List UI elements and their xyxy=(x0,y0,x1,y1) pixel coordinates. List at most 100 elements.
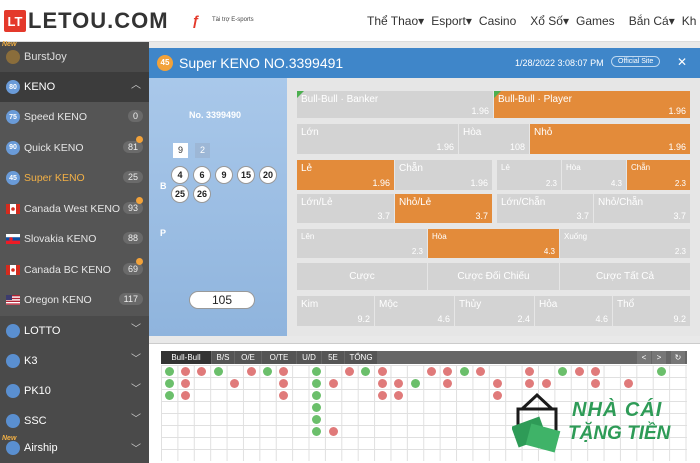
tab-total[interactable]: TỔNG xyxy=(345,351,377,364)
sidebar-section-ssc[interactable]: SSC ﹀ xyxy=(0,405,149,436)
sidebar-item-label: BurstJoy xyxy=(24,51,67,63)
tab-odd-even[interactable]: O/E xyxy=(235,351,261,364)
road-dot xyxy=(279,366,289,376)
bet-le-small[interactable]: Lẻ 2.3 xyxy=(497,160,561,190)
count-badge: 0 xyxy=(127,110,143,122)
official-site-button[interactable]: Official Site xyxy=(611,56,661,67)
close-icon[interactable]: ✕ xyxy=(677,55,688,69)
sidebar-item-label: Slovakia KENO xyxy=(24,233,97,246)
bet-tho[interactable]: Thổ 9.2 xyxy=(613,296,690,326)
sidebar-item-burstjoy[interactable]: New BurstJoy xyxy=(0,41,149,72)
sidebar-section-k3[interactable]: K3 ﹀ xyxy=(0,345,149,376)
nav-xo-so[interactable]: Xổ Số xyxy=(530,14,563,28)
bet-lon-le[interactable]: Lớn/Lẻ 3.7 xyxy=(297,194,394,223)
road-grid xyxy=(161,365,687,461)
flag-icon xyxy=(297,91,304,98)
bet-bull-banker[interactable]: Bull-Bull · Banker 1.96 xyxy=(297,91,493,118)
sidebar-item-label: Airship xyxy=(24,442,58,454)
bet-nho-chan[interactable]: Nhỏ/Chẵn 3.7 xyxy=(594,194,690,223)
nav-esport[interactable]: Esport xyxy=(431,14,466,28)
tab-up-down[interactable]: U/D xyxy=(297,351,321,364)
bet-odds: 1.96 xyxy=(372,178,390,188)
bet-kim[interactable]: Kim 9.2 xyxy=(297,296,374,326)
tab-bull-bull[interactable]: Bull-Bull xyxy=(161,351,211,364)
prev-arrow-icon[interactable]: < xyxy=(637,351,651,364)
nav-more[interactable]: Kh xyxy=(681,14,697,28)
bet-hoa-small[interactable]: Hòa 4.3 xyxy=(562,160,626,190)
road-dot xyxy=(213,366,223,376)
road-dot xyxy=(180,378,190,388)
bet-chan-small[interactable]: Chẵn 2.3 xyxy=(627,160,690,190)
airship-icon xyxy=(6,441,20,455)
sidebar-section-lotto[interactable]: LOTTO ﹀ xyxy=(0,315,149,346)
sidebar-item-label: LOTTO xyxy=(24,324,61,337)
bet-label: Hỏa xyxy=(539,299,558,310)
sidebar-item-canada-bc-keno[interactable]: Canada BC KENO 69 xyxy=(0,254,149,285)
tab-big-small[interactable]: B/S xyxy=(212,351,234,364)
sponsor-logo: ƒ Tài trợ E-sports xyxy=(192,11,254,29)
nav-games[interactable]: Games xyxy=(576,14,615,28)
bet-le[interactable]: Lẻ 1.96 xyxy=(297,160,394,190)
bet-nho-le[interactable]: Nhỏ/Lẻ 3.7 xyxy=(395,194,492,223)
bet-odds: 2.3 xyxy=(545,179,557,188)
sidebar-item-super-keno[interactable]: 45 Super KENO 25 xyxy=(0,163,149,194)
draw-result-panel: No. 3399490 9 2 B 4 6 9 15 20 25 26 P 10… xyxy=(149,78,287,336)
road-dot xyxy=(394,390,404,400)
bet-bull-player[interactable]: Bull-Bull · Player 1.96 xyxy=(494,91,690,118)
sidebar-item-speed-keno[interactable]: 75 Speed KENO 0 xyxy=(0,102,149,133)
bet-label: Mộc xyxy=(379,299,398,310)
road-dot xyxy=(279,390,289,400)
bet-hoa-element[interactable]: Hỏa 4.6 xyxy=(535,296,612,326)
nav-ban-ca[interactable]: Bắn Cá xyxy=(628,14,669,28)
bet-thuy[interactable]: Thủy 2.4 xyxy=(455,296,534,326)
bet-nho[interactable]: Nhỏ 1.96 xyxy=(530,124,690,154)
nav-casino[interactable]: Casino xyxy=(478,14,517,28)
nav-the-thao[interactable]: Thể Thao xyxy=(367,14,419,28)
bet-odds: 3.7 xyxy=(377,211,390,221)
bet-label: Lớn xyxy=(301,127,319,138)
bet-odds: 4.6 xyxy=(437,314,450,324)
bet-xuong[interactable]: Xuống 2.3 xyxy=(560,229,690,258)
road-dot xyxy=(312,390,322,400)
burstjoy-icon xyxy=(6,50,20,64)
sidebar-section-airship[interactable]: New Airship ﹀ xyxy=(0,435,149,461)
bet-lon[interactable]: Lớn 1.96 xyxy=(297,124,458,154)
letou-logo[interactable]: LT LETOU.COM xyxy=(4,8,169,33)
road-map: Bull-Bull B/S O/E O/TE U/D 5E TỔNG < > ↻ xyxy=(149,343,700,463)
sidebar-item-slovakia-keno[interactable]: Slovakia KENO 88 xyxy=(0,224,149,255)
sidebar-section-pk10[interactable]: PK10 ﹀ xyxy=(0,375,149,406)
tab-5e[interactable]: 5E xyxy=(322,351,344,364)
bet-odds: 4.3 xyxy=(610,179,622,188)
bet-all-button[interactable]: Cược Tất Cả xyxy=(560,263,690,290)
bet-hoa[interactable]: Hòa 108 xyxy=(459,124,529,154)
sidebar-item-canada-west-keno[interactable]: Canada West KENO 93 xyxy=(0,193,149,224)
draw-datetime: 1/28/2022 3:08:07 PM xyxy=(515,58,604,68)
bet-label: Chẵn xyxy=(631,163,651,172)
sidebar-item-label: Canada West KENO xyxy=(24,202,121,215)
watermark-logo: NHÀ CÁI TẶNG TIỀN xyxy=(508,385,700,460)
bet-hoa-ud[interactable]: Hòa 4.3 xyxy=(428,229,559,258)
road-dot xyxy=(525,366,535,376)
bet-button[interactable]: Cược xyxy=(297,263,427,290)
bet-label: Hòa xyxy=(566,163,581,172)
bet-len[interactable]: Lên 2.3 xyxy=(297,229,427,258)
compare-bet-button[interactable]: Cược Đối Chiếu xyxy=(428,263,559,290)
watermark-line1: NHÀ CÁI xyxy=(572,399,663,421)
tab-odd-tie-even[interactable]: O/TE xyxy=(262,351,296,364)
ssc-icon xyxy=(6,413,20,428)
sidebar-item-oregon-keno[interactable]: Oregon KENO 117 xyxy=(0,285,149,316)
road-dot xyxy=(443,378,453,388)
refresh-icon[interactable]: ↻ xyxy=(671,351,685,364)
next-arrow-icon[interactable]: > xyxy=(652,351,666,364)
road-dot xyxy=(312,426,322,436)
sidebar-item-quick-keno[interactable]: 90 Quick KENO 81 xyxy=(0,132,149,163)
game-title: Super KENO NO.3399491 xyxy=(179,55,344,71)
road-dot xyxy=(344,366,354,376)
sidebar-section-keno[interactable]: 80 KENO ︿ xyxy=(0,72,149,102)
bet-label: Lớn/Lẻ xyxy=(301,197,333,208)
bet-lon-chan[interactable]: Lớn/Chẵn 3.7 xyxy=(497,194,593,223)
bet-moc[interactable]: Mộc 4.6 xyxy=(375,296,454,326)
road-dot xyxy=(623,378,633,388)
bet-chan[interactable]: Chẵn 1.96 xyxy=(395,160,492,190)
bet-label: Chẵn xyxy=(399,163,423,174)
